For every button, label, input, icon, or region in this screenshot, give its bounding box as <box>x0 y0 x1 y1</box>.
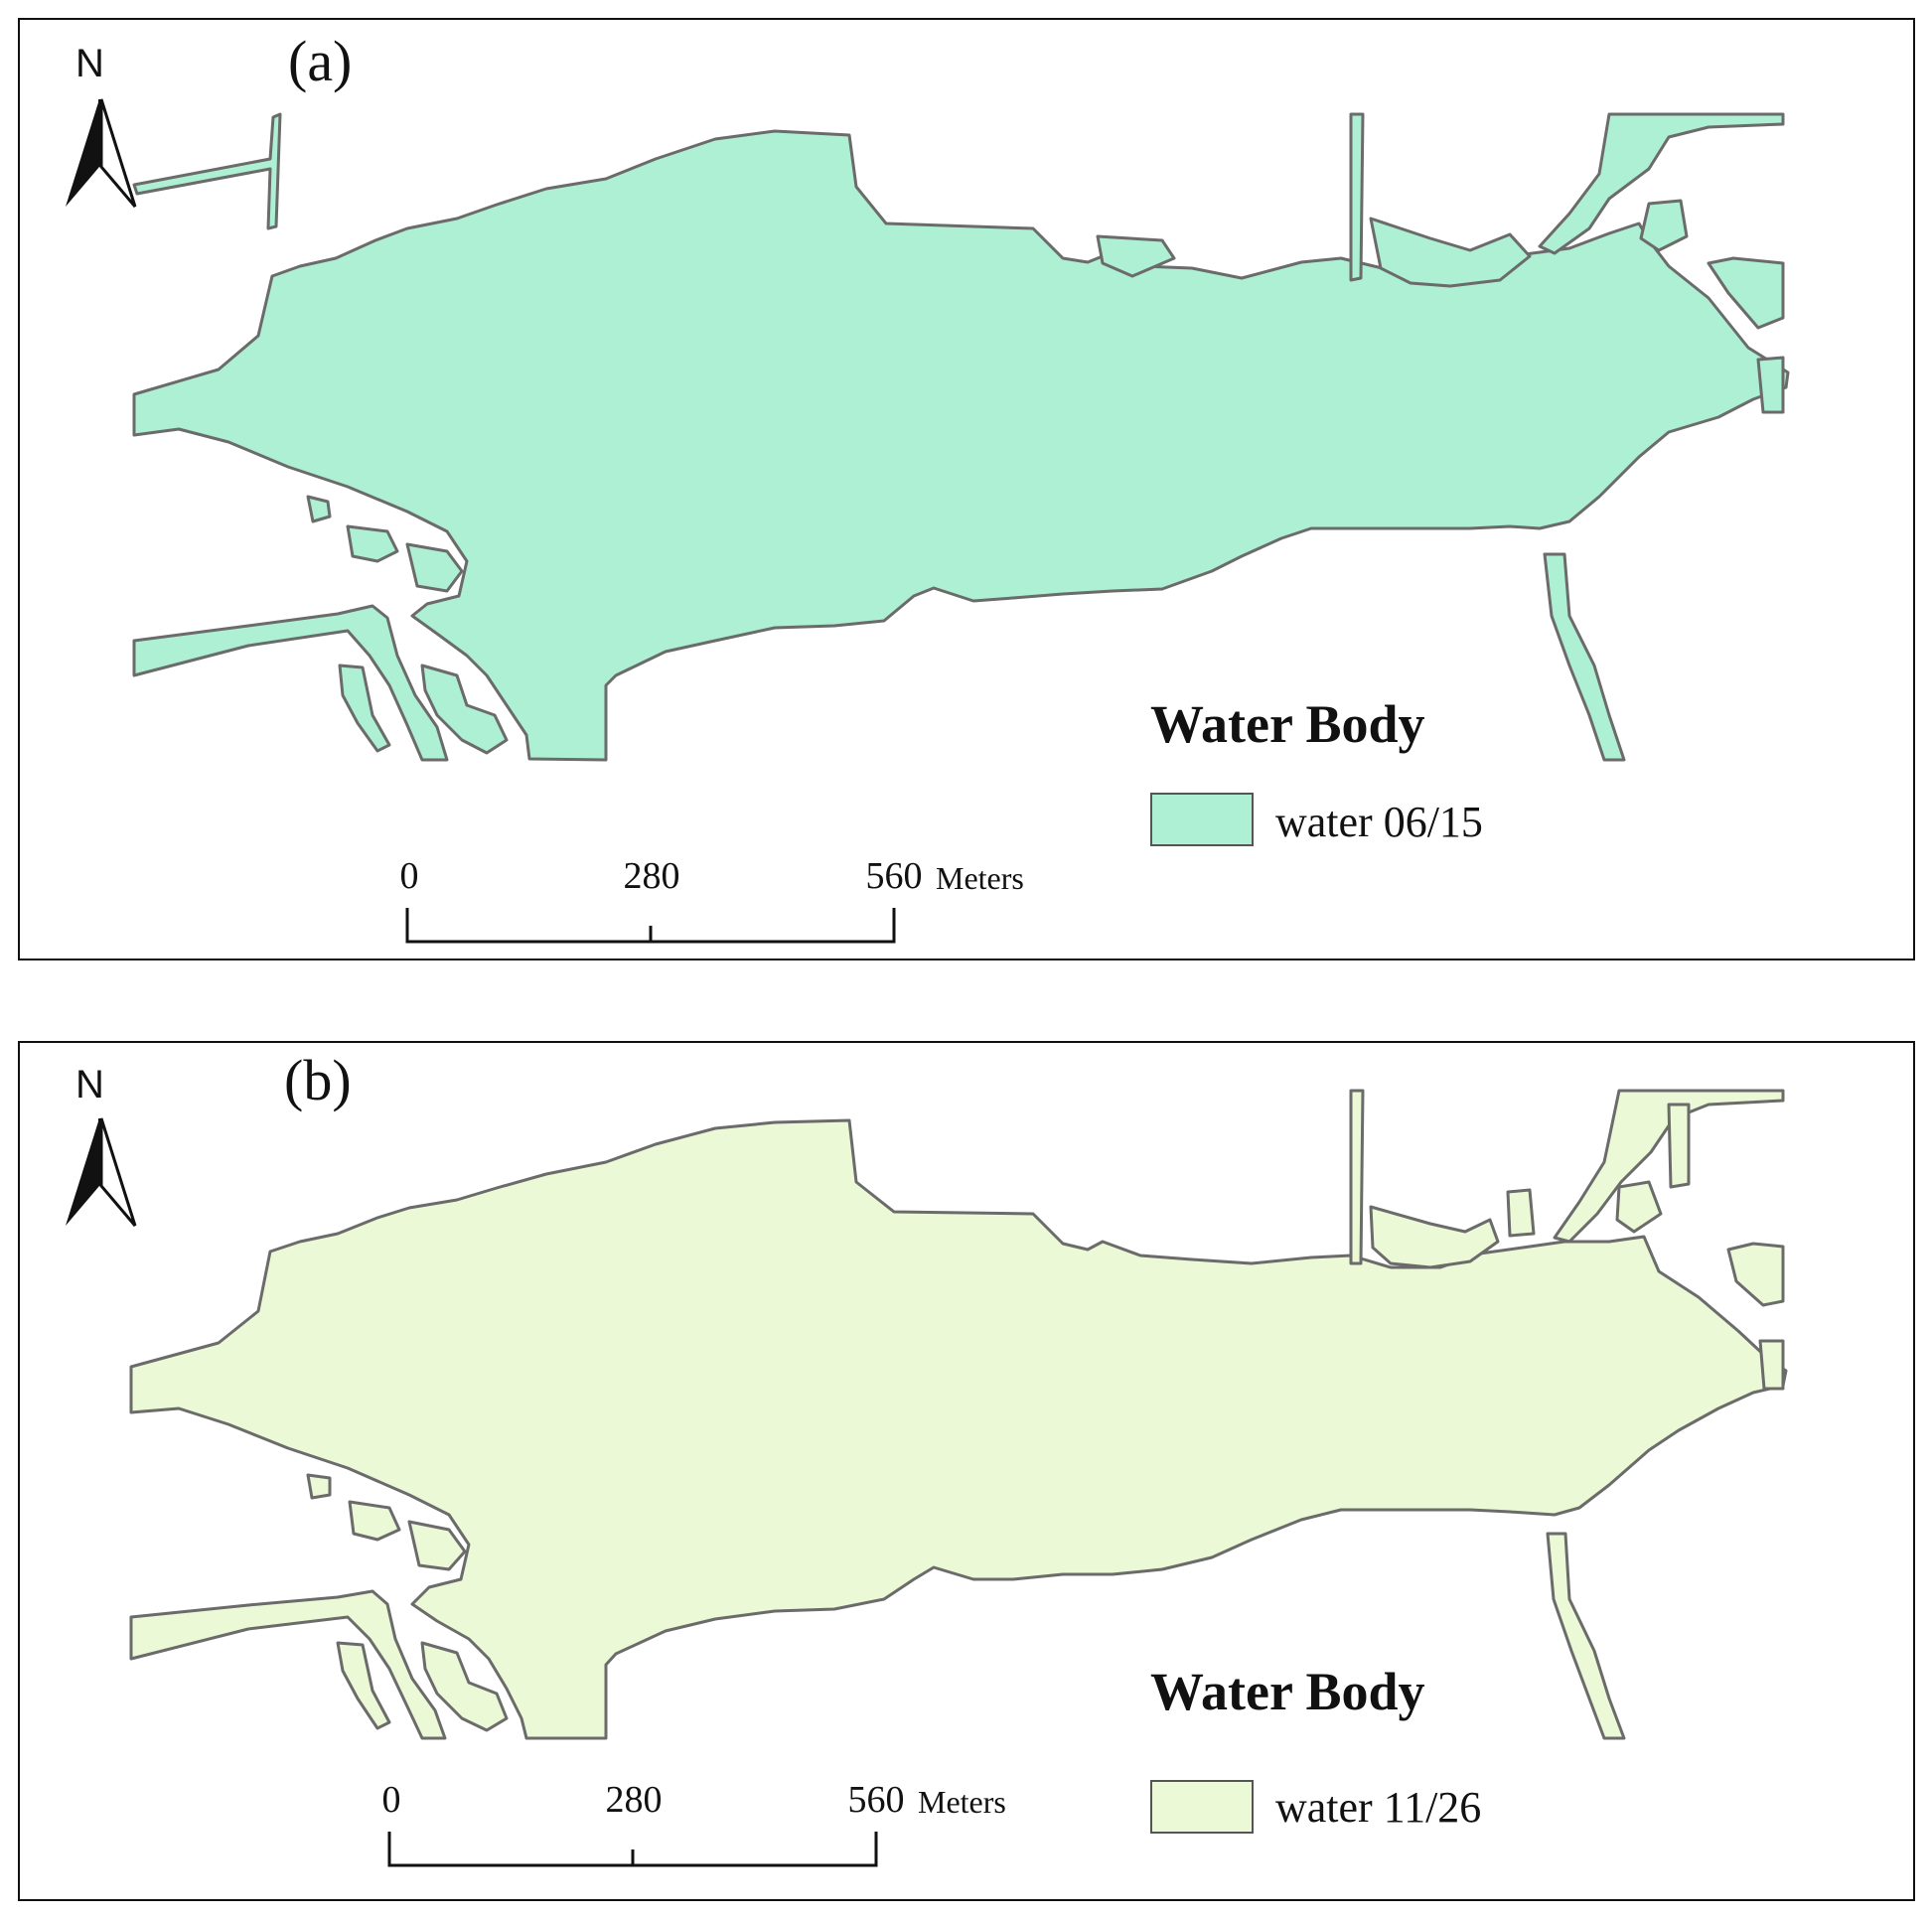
north-arrow-icon <box>66 1117 137 1227</box>
legend-swatch-a <box>1150 793 1254 846</box>
scale-tick-280-b: 280 <box>605 1779 663 1821</box>
legend-swatch-b <box>1150 1780 1254 1834</box>
island-e2 <box>1758 1339 1785 1391</box>
scale-tick-280-a: 280 <box>623 855 680 897</box>
map-panel-a: N (a) Water Body water 06/15 0 280 560 M… <box>18 18 1915 960</box>
island-w2 <box>407 1520 467 1571</box>
panel-label-b: (b) <box>284 1048 352 1112</box>
water-body-b <box>129 1089 1788 1740</box>
scale-tick-0-b: 0 <box>381 1779 401 1821</box>
island-w3 <box>306 1473 332 1500</box>
island-ne1 <box>1096 234 1176 278</box>
map-canvas-a <box>132 112 1790 762</box>
channel-ne-diag <box>1553 1089 1785 1244</box>
channel-ne-vertical <box>1349 112 1365 282</box>
water-body-a <box>132 112 1790 762</box>
north-letter: N <box>75 1063 104 1107</box>
island-w1 <box>346 524 399 563</box>
scale-bar-b <box>387 1832 878 1867</box>
channel-se <box>1543 552 1626 762</box>
lake-main <box>132 129 1790 762</box>
island-sw2 <box>420 664 509 755</box>
legend-label-a: water 06/15 <box>1275 798 1483 846</box>
panel-label-a: (a) <box>288 29 353 93</box>
island-sw2 <box>420 1641 509 1732</box>
legend-title-a: Water Body <box>1150 694 1425 754</box>
map-canvas-b <box>129 1089 1788 1740</box>
island-e2 <box>1756 356 1785 414</box>
island-sw1 <box>338 664 391 753</box>
legend-label-b: water 11/26 <box>1275 1783 1482 1832</box>
scale-tick-560-a: 560 <box>865 855 923 897</box>
island-ne5 <box>1667 1103 1691 1189</box>
island-e1 <box>1726 1242 1785 1307</box>
island-w2 <box>405 542 464 593</box>
island-w1 <box>348 1500 401 1542</box>
channel-se <box>1546 1532 1626 1740</box>
lake-main <box>129 1118 1788 1740</box>
channel-sw <box>129 1589 447 1740</box>
north-letter: N <box>75 42 104 85</box>
scale-units-b: Meters <box>918 1784 1006 1820</box>
north-arrow-icon <box>66 98 137 208</box>
island-ne2 <box>1369 217 1532 288</box>
map-panel-b: N (b) Water Body water 11/26 0 280 560 M… <box>18 1041 1915 1901</box>
island-w3 <box>306 495 332 523</box>
island-ne3 <box>1639 199 1689 252</box>
scale-tick-560-b: 560 <box>847 1779 905 1821</box>
island-ne2 <box>1369 1205 1500 1269</box>
island-ne4 <box>1506 1188 1536 1238</box>
legend-title-b: Water Body <box>1150 1662 1425 1721</box>
scale-tick-0-a: 0 <box>399 855 419 897</box>
scale-bar-a <box>405 908 896 944</box>
channel-ne-diag <box>1538 112 1785 255</box>
island-sw1 <box>336 1641 391 1730</box>
channel-nw <box>132 112 282 230</box>
scale-units-a: Meters <box>936 860 1024 896</box>
island-ne3 <box>1615 1180 1663 1234</box>
island-e1 <box>1707 256 1785 330</box>
channel-ne-vertical <box>1349 1089 1365 1265</box>
channel-sw <box>132 604 449 762</box>
